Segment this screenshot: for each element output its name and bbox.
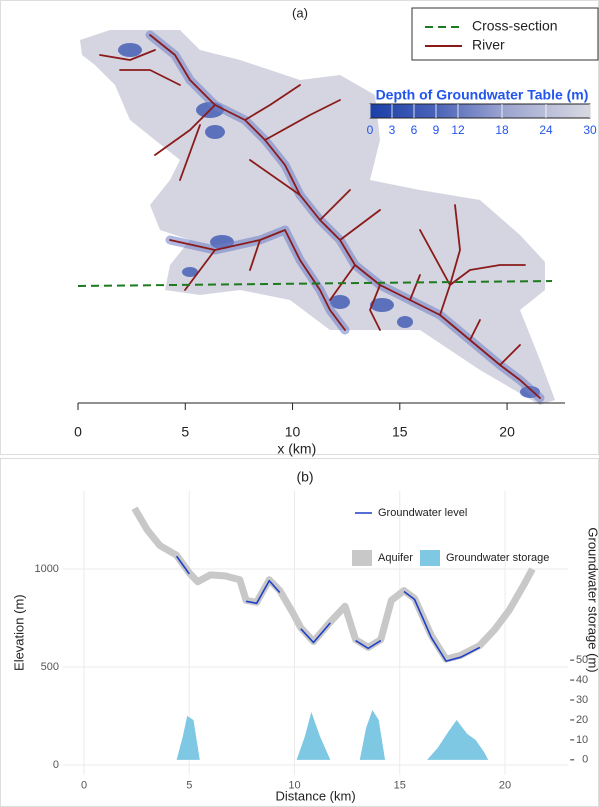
legend-swatch xyxy=(420,550,440,566)
river-network xyxy=(99,34,541,399)
legend-label: Aquifer xyxy=(378,552,413,564)
x-tick-label: 0 xyxy=(81,780,87,792)
legend-label: Groundwater storage xyxy=(446,552,549,564)
colorbar-tick-label: 9 xyxy=(433,123,440,137)
colorbar-tick-label: 24 xyxy=(539,123,553,137)
y2-tick-label: 0 xyxy=(582,754,588,766)
colorbar-tick-label: 6 xyxy=(411,123,418,137)
y-tick-label: 500 xyxy=(41,661,59,673)
colorbar-tick-label: 30 xyxy=(583,123,597,137)
x-tick-label: 15 xyxy=(394,780,406,792)
groundwater-level-line xyxy=(175,555,481,662)
y2-tick-label: 40 xyxy=(576,674,588,686)
y2-axis-label: Groundwater storage (m) xyxy=(586,527,599,672)
x-tick-label: 0 xyxy=(74,424,82,440)
legend-label: Cross-section xyxy=(472,18,558,34)
x-tick-label: 20 xyxy=(499,424,515,440)
y-axis-label: Elevation (m) xyxy=(11,594,26,671)
x-tick-label: 10 xyxy=(288,780,300,792)
y-tick-label: 1000 xyxy=(34,563,58,575)
x-axis-label: Distance (km) xyxy=(275,788,355,803)
colorbar-tick-label: 18 xyxy=(495,123,509,137)
y2-tick-label: 20 xyxy=(576,714,588,726)
x-tick-label: 15 xyxy=(392,424,408,440)
storage-area xyxy=(176,709,489,760)
legend-label: River xyxy=(472,37,505,53)
watershed-map xyxy=(77,30,555,405)
colorbar-tick-label: 12 xyxy=(451,123,465,137)
legend-label: Groundwater level xyxy=(378,507,467,519)
colorbar-title: Depth of Groundwater Table (m) xyxy=(376,87,589,103)
y2-tick-label: 10 xyxy=(576,734,588,746)
colorbar-tick-label: 0 xyxy=(367,123,374,137)
colorbar xyxy=(369,103,591,119)
cross-section-line xyxy=(77,280,553,287)
legend-swatch xyxy=(352,550,372,566)
y2-tick-label: 50 xyxy=(576,654,588,666)
x-axis-label: x (km) xyxy=(277,441,316,457)
x-tick-label: 5 xyxy=(186,780,192,792)
y2-tick-label: 30 xyxy=(576,694,588,706)
panel-title: (a) xyxy=(292,5,308,20)
x-tick-label: 20 xyxy=(499,780,511,792)
legend-box xyxy=(411,7,599,61)
x-tick-label: 5 xyxy=(181,424,189,440)
x-tick-label: 10 xyxy=(285,424,301,440)
panel-title: (b) xyxy=(296,469,313,485)
rivers xyxy=(99,30,545,403)
colorbar-tick-label: 3 xyxy=(389,123,396,137)
y-tick-label: 0 xyxy=(53,759,59,771)
